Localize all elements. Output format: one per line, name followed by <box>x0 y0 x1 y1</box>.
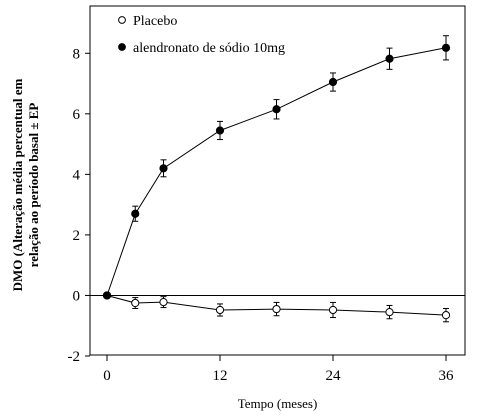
alendronate-data-point <box>102 291 112 300</box>
y-axis-label-line2: relação ao período basal ± EP <box>26 103 41 268</box>
x-tick-label: 12 <box>213 368 228 384</box>
y-tick-label: 4 <box>73 167 81 183</box>
y-tick-label: 8 <box>73 46 81 62</box>
legend-label-alendronate: alendronato de sódio 10mg <box>133 41 285 56</box>
y-tick-label: -2 <box>68 349 81 365</box>
alendronate-data-point <box>159 164 168 173</box>
placebo-data-point <box>131 298 140 308</box>
legend-marker-alendronate <box>118 43 126 51</box>
x-tick-label: 0 <box>103 368 111 384</box>
alendronate-series-line <box>106 47 447 296</box>
placebo-series-line <box>106 295 447 316</box>
alendronate-data-point <box>441 43 451 52</box>
y-tick-label: 6 <box>73 107 81 123</box>
legend-marker-placebo <box>118 16 126 24</box>
placebo-data-point <box>215 305 225 315</box>
alendronate-data-point <box>272 105 281 114</box>
y-axis-label-line1: DMO (Alteração média percentual em <box>10 78 25 291</box>
placebo-data-point <box>159 298 168 307</box>
x-tick-label: 24 <box>326 368 342 384</box>
x-tick-label: 36 <box>439 368 455 384</box>
legend-label-placebo: Placebo <box>133 14 177 29</box>
placebo-data-point <box>328 305 338 315</box>
placebo-data-point <box>385 308 394 317</box>
alendronate-data-point <box>328 77 338 87</box>
y-tick-label: 2 <box>73 228 81 244</box>
alendronate-data-point <box>215 126 225 135</box>
placebo-data-point <box>441 311 451 320</box>
placebo-data-point <box>272 304 281 314</box>
y-tick-label: 0 <box>73 288 81 304</box>
alendronate-data-point <box>385 54 394 63</box>
plot-frame <box>89 5 466 356</box>
x-axis-label: Tempo (meses) <box>238 396 318 411</box>
alendronate-data-point <box>131 209 140 218</box>
